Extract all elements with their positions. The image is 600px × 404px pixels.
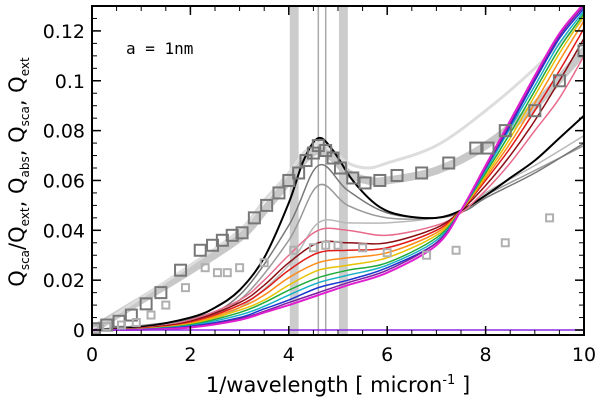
- marker-observed-ratio: [545, 213, 555, 223]
- marker-observed-extinction: [193, 243, 207, 257]
- marker-observed-ratio: [500, 238, 510, 248]
- series-line-model-blue: [92, 7, 584, 331]
- y-tick-label: 0.04: [43, 220, 85, 242]
- x-tick-label: 8: [480, 344, 492, 366]
- marker-observed-extinction: [469, 141, 483, 155]
- x-tick-label: 6: [381, 344, 393, 366]
- x-tick-label: 10: [572, 344, 596, 366]
- marker-observed-extinction: [358, 176, 372, 190]
- marker-observed-extinction: [390, 168, 404, 182]
- marker-observed-extinction: [174, 263, 188, 277]
- series-line-model-cyan: [92, 10, 584, 331]
- marker-observed-ratio: [382, 248, 392, 258]
- marker-observed-ratio: [451, 245, 461, 255]
- y-tick-label: 0: [73, 320, 85, 342]
- svg-text:Qsca/Qext, Qabs, Qsca, Qext: Qsca/Qext, Qabs, Qsca, Qext: [5, 57, 32, 287]
- marker-observed-ratio: [333, 240, 343, 250]
- marker-observed-extinction: [528, 104, 542, 118]
- x-tick-label: 4: [283, 344, 295, 366]
- series-line-model-yellow: [92, 15, 584, 331]
- marker-observed-extinction: [373, 173, 387, 187]
- marker-observed-ratio: [200, 263, 210, 273]
- series-line-model-pink: [92, 55, 584, 331]
- marker-observed-extinction: [124, 308, 138, 322]
- x-tick-label: 2: [184, 344, 196, 366]
- y-tick-label: 0.02: [43, 270, 85, 292]
- marker-observed-ratio: [146, 310, 156, 320]
- y-tick-label: 0.12: [43, 21, 85, 43]
- marker-observed-ratio: [117, 320, 127, 330]
- series-line-model-orange: [92, 20, 584, 331]
- marker-observed-ratio: [92, 324, 99, 334]
- marker-observed-extinction: [481, 141, 495, 155]
- marker-observed-extinction: [225, 228, 239, 242]
- marker-observed-ratio: [102, 321, 112, 331]
- chart-annotation: a = 1nm: [126, 39, 193, 58]
- marker-observed-ratio: [222, 268, 232, 278]
- series-line-model-black: [92, 114, 584, 332]
- y-tick-label: 0.08: [43, 121, 85, 143]
- marker-observed-extinction: [154, 286, 168, 300]
- marker-observed-ratio: [180, 283, 190, 293]
- marker-observed-extinction: [247, 211, 261, 225]
- marker-observed-ratio: [422, 250, 432, 260]
- marker-observed-extinction: [282, 173, 296, 187]
- y-tick-label: 0.06: [43, 170, 85, 192]
- marker-observed-extinction: [299, 154, 313, 168]
- marker-observed-ratio: [358, 243, 368, 253]
- marker-observed-extinction: [292, 166, 306, 180]
- series-line-model-gray-2: [92, 142, 584, 331]
- marker-observed-ratio: [289, 245, 299, 255]
- marker-observed-extinction: [346, 171, 360, 185]
- marker-observed-extinction: [577, 44, 584, 58]
- marker-observed-extinction: [235, 226, 249, 240]
- marker-observed-extinction: [326, 151, 340, 165]
- marker-observed-ratio: [161, 300, 171, 310]
- series-line-model-green: [92, 12, 584, 331]
- x-tick-label: 0: [86, 344, 98, 366]
- marker-observed-extinction: [272, 186, 286, 200]
- y-axis-title: Qsca/Qext, Qabs, Qsca, Qext: [5, 57, 32, 287]
- y-tick-label: 0.1: [55, 71, 85, 93]
- marker-observed-ratio: [212, 268, 222, 278]
- marker-observed-extinction: [260, 198, 274, 212]
- x-axis-title: 1/wavelength [ micron-1 ]: [206, 373, 470, 397]
- marker-observed-extinction: [552, 74, 566, 88]
- marker-observed-extinction: [139, 297, 153, 311]
- marker-observed-ratio: [308, 243, 318, 253]
- marker-observed-ratio: [131, 318, 141, 328]
- marker-observed-extinction: [442, 156, 456, 170]
- series-line-model-magenta: [92, 6, 584, 332]
- marker-observed-ratio: [321, 240, 331, 250]
- marker-observed-ratio: [259, 258, 269, 268]
- marker-observed-extinction: [333, 161, 347, 175]
- marker-observed-extinction: [319, 144, 333, 158]
- marker-observed-extinction: [415, 166, 429, 180]
- marker-observed-extinction: [498, 124, 512, 138]
- marker-observed-ratio: [235, 263, 245, 273]
